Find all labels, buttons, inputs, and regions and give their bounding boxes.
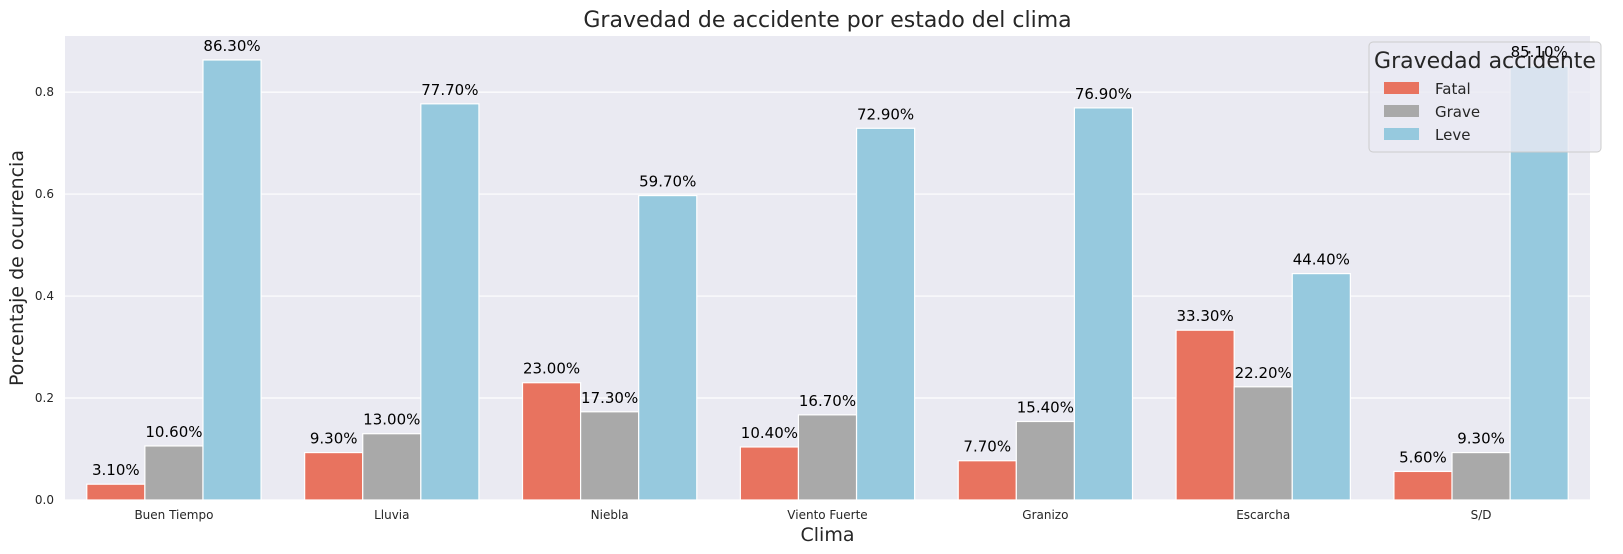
data-label: 15.40%: [1017, 398, 1074, 416]
data-label: 33.30%: [1177, 307, 1234, 325]
data-label: 22.20%: [1235, 364, 1292, 382]
bar-leve: [638, 194, 698, 501]
data-label: 23.00%: [523, 360, 580, 378]
bar-fatal: [521, 382, 582, 501]
bar-grave: [144, 445, 204, 501]
bar-grave: [1451, 451, 1511, 501]
legend-items: Fatal Grave Leve: [1384, 80, 1480, 144]
bar-grave: [797, 414, 858, 501]
y-tick-label: 0.4: [35, 289, 54, 303]
bar-leve: [202, 59, 262, 501]
bar-grave: [1015, 420, 1076, 501]
x-axis-title: Clima: [801, 524, 855, 546]
data-labels: 3.10% 10.60% 86.30% 9.30% 13.00% 77.70% 23.00%…: [92, 37, 1568, 479]
legend-box: [1368, 41, 1602, 153]
data-label: 9.30%: [310, 430, 358, 448]
bar-fatal: [1175, 329, 1235, 501]
data-label: 77.70%: [421, 81, 478, 99]
data-label: 7.70%: [963, 438, 1011, 456]
bar-leve: [1291, 273, 1351, 501]
data-label: 5.60%: [1399, 448, 1447, 466]
y-axis-ticks: 0.0 0.2 0.4 0.6 0.8: [35, 85, 54, 507]
legend-swatch-leve: [1384, 128, 1419, 140]
x-tick-label: Viento Fuerte: [787, 508, 867, 522]
bar-fatal: [304, 451, 364, 501]
data-label: 76.90%: [1075, 85, 1132, 103]
bar-grave: [579, 411, 640, 501]
y-tick-label: 0.6: [35, 187, 54, 201]
y-tick-label: 0.2: [35, 391, 54, 405]
data-label: 85.10%: [1511, 43, 1568, 61]
data-label: 9.30%: [1457, 430, 1505, 448]
data-label: 3.10%: [92, 461, 140, 479]
x-tick-label: Granizo: [1022, 508, 1068, 522]
x-axis-ticks: Buen Tiempo Lluvia Niebla Viento Fuerte Gran…: [134, 508, 1491, 522]
data-label: 44.40%: [1293, 251, 1350, 269]
legend-label-fatal: Fatal: [1435, 80, 1471, 98]
x-tick-label: Buen Tiempo: [134, 508, 213, 522]
data-label: 17.30%: [581, 389, 638, 407]
legend: Gravedad accidente Fatal Grave Leve: [1368, 41, 1602, 153]
y-axis-title: Porcentaje de ocurrencia: [6, 150, 28, 386]
legend-swatch-grave: [1384, 105, 1419, 117]
x-tick-label: Niebla: [591, 508, 629, 522]
bar-fatal: [957, 460, 1017, 501]
bar-fatal: [1393, 470, 1453, 501]
legend-swatch-fatal: [1384, 82, 1419, 94]
data-label: 13.00%: [363, 411, 420, 429]
bar-fatal: [739, 446, 800, 501]
legend-label-leve: Leve: [1435, 126, 1470, 144]
y-tick-label: 0.0: [35, 493, 54, 507]
data-label: 86.30%: [203, 37, 260, 55]
bar-fatal: [86, 483, 146, 501]
legend-label-grave: Grave: [1435, 103, 1480, 121]
bar-leve: [1073, 107, 1134, 501]
bar-leve: [855, 127, 916, 501]
chart-title: Gravedad de accidente por estado del cli…: [583, 8, 1071, 33]
data-label: 10.40%: [741, 424, 798, 442]
bars: [86, 59, 1569, 501]
y-tick-label: 0.8: [35, 85, 54, 99]
data-label: 59.70%: [639, 173, 696, 191]
data-label: 10.60%: [145, 423, 202, 441]
x-tick-label: S/D: [1471, 508, 1492, 522]
data-label: 72.90%: [857, 105, 914, 123]
bar-grave: [362, 433, 422, 501]
bar-grave: [1233, 386, 1293, 501]
bar-leve: [420, 103, 480, 501]
x-tick-label: Escarcha: [1236, 508, 1290, 522]
data-label: 16.70%: [799, 392, 856, 410]
x-tick-label: Lluvia: [374, 508, 409, 522]
legend-title: Gravedad accidente: [1374, 49, 1596, 74]
